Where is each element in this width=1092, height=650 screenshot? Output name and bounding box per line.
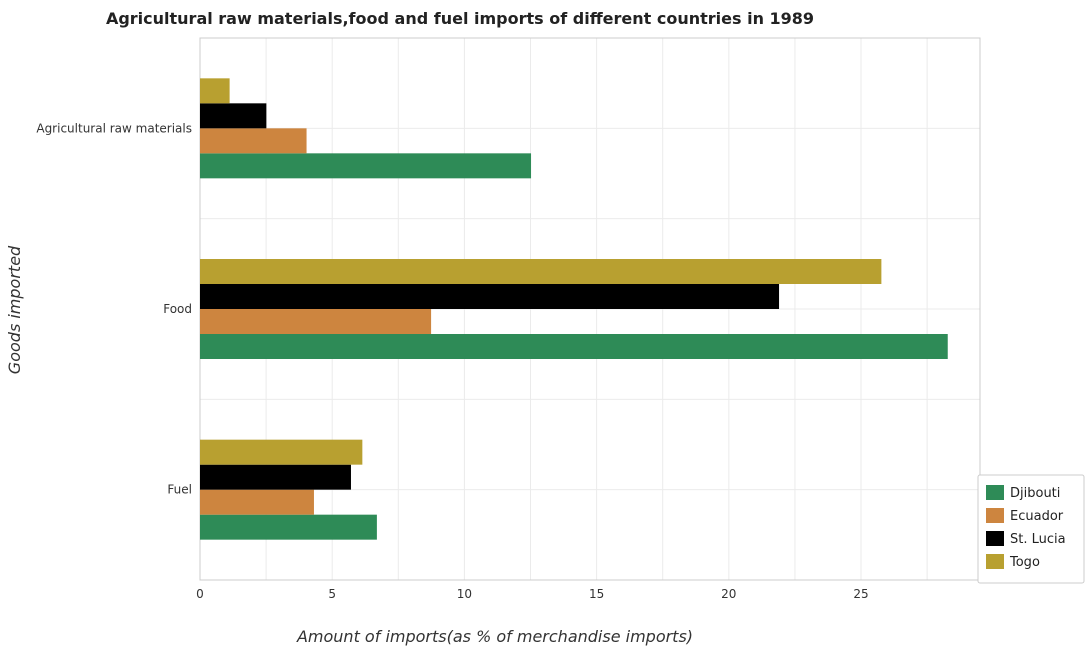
chart-title: Agricultural raw materials,food and fuel… (106, 9, 814, 28)
bars (200, 78, 948, 540)
bar-st-lucia-1 (200, 284, 780, 309)
bar-ecuador-2 (200, 489, 314, 515)
x-tick-label: 15 (589, 587, 604, 601)
bar-togo-1 (200, 259, 882, 284)
legend: Djibouti Ecuador St. Lucia Togo (977, 474, 1085, 584)
x-tick-label: 20 (721, 587, 736, 601)
legend-label: Togo (1009, 555, 1040, 570)
bar-djibouti-2 (200, 514, 377, 540)
y-tick-label: Food (163, 302, 192, 316)
legend-label: Ecuador (1010, 509, 1064, 524)
y-tick-labels: Agricultural raw materials Food Fuel (36, 121, 192, 496)
bar-st-lucia-0 (200, 103, 267, 129)
y-tick-label: Agricultural raw materials (36, 121, 192, 135)
x-tick-label: 25 (853, 587, 868, 601)
x-tick-label: 10 (457, 587, 472, 601)
bar-togo-0 (200, 78, 230, 104)
bar-st-lucia-2 (200, 464, 351, 490)
x-tick-labels: 0 5 10 15 20 25 (196, 587, 868, 601)
legend-box (977, 474, 1085, 584)
x-tick-label: 0 (196, 587, 204, 601)
legend-label: St. Lucia (1010, 532, 1066, 547)
legend-swatch (986, 485, 1004, 500)
legend-label: Djibouti (1010, 486, 1060, 501)
legend-swatch (986, 531, 1004, 546)
bar-togo-2 (200, 439, 363, 465)
x-axis-title: Amount of imports(as % of merchandise im… (296, 627, 693, 646)
y-axis-title: Goods imported (5, 245, 24, 374)
x-tick-label: 5 (328, 587, 336, 601)
bar-ecuador-0 (200, 128, 307, 154)
bar-djibouti-1 (200, 334, 948, 359)
bar-djibouti-0 (200, 153, 532, 179)
legend-swatch (986, 508, 1004, 523)
bar-ecuador-1 (200, 309, 432, 334)
y-tick-label: Fuel (167, 483, 192, 497)
legend-swatch (986, 554, 1004, 569)
